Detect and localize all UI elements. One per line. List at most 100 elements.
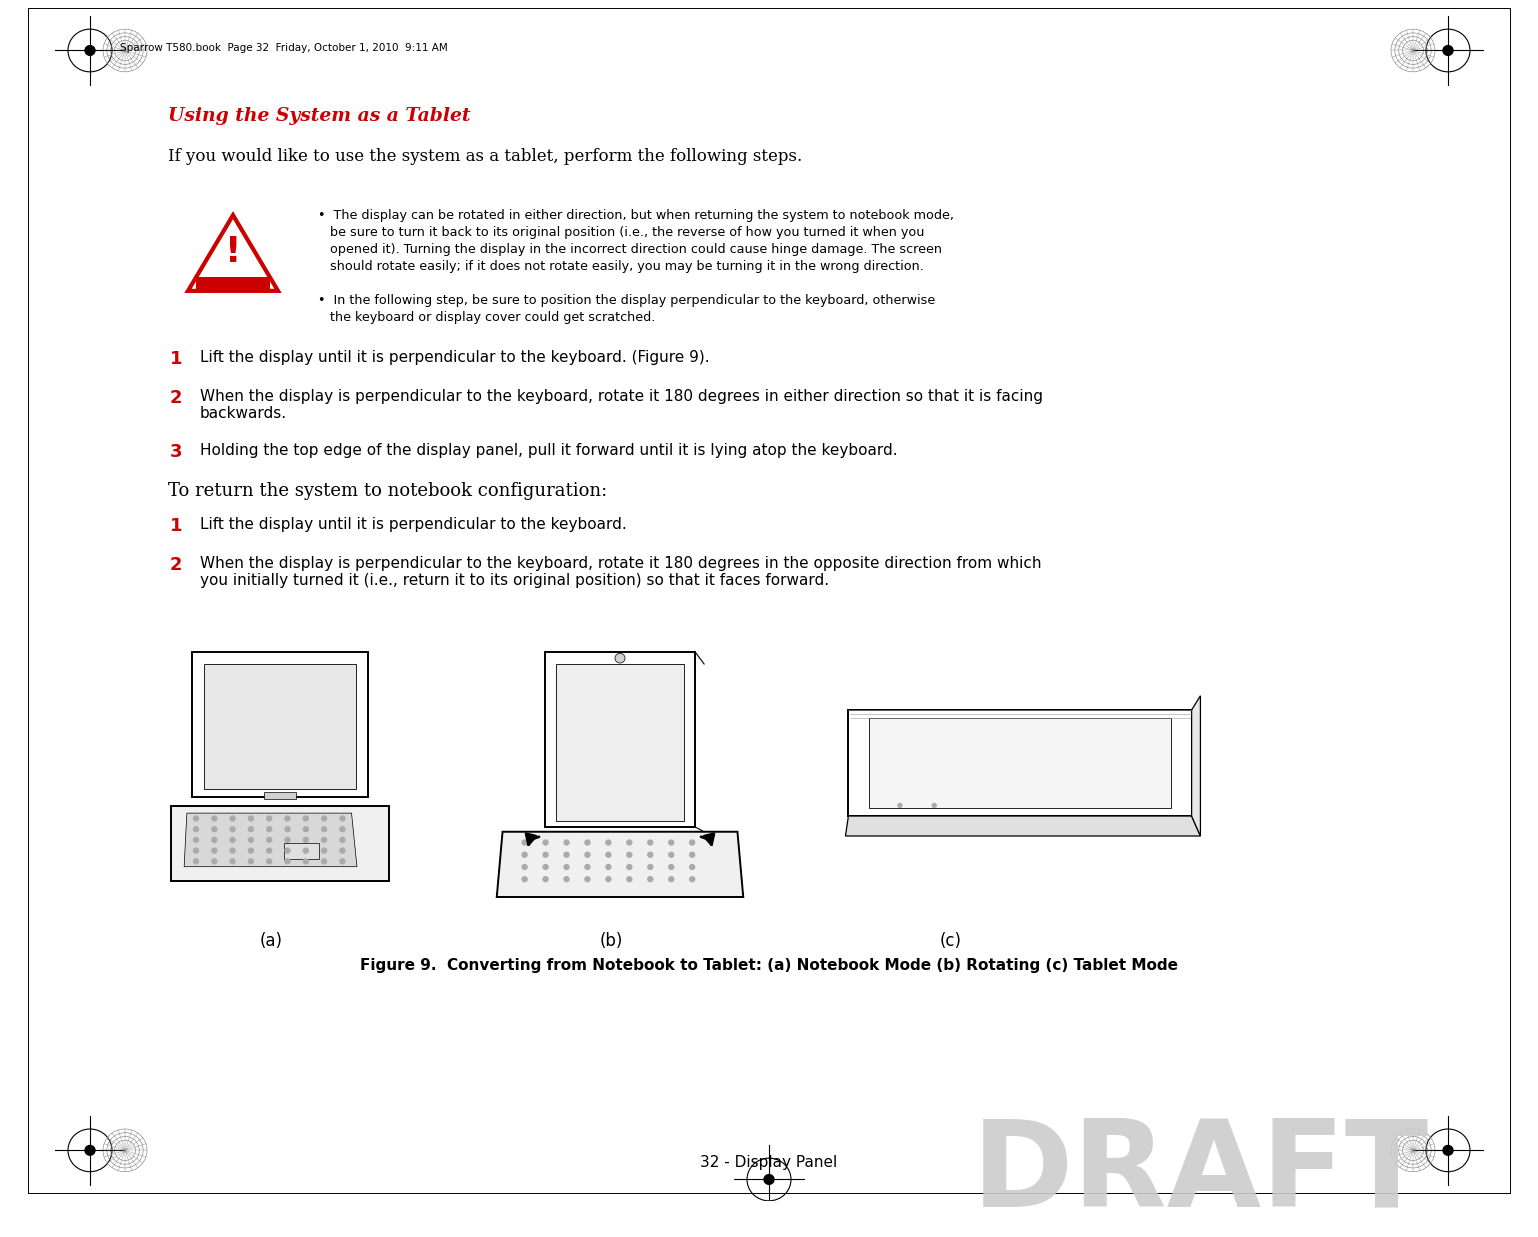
Circle shape: [647, 877, 652, 882]
Circle shape: [689, 865, 695, 870]
Polygon shape: [188, 215, 278, 291]
Polygon shape: [285, 842, 320, 858]
Circle shape: [564, 865, 569, 870]
Text: To return the system to notebook configuration:: To return the system to notebook configu…: [168, 482, 608, 500]
Circle shape: [249, 858, 254, 863]
Polygon shape: [195, 277, 271, 289]
Text: Lift the display until it is perpendicular to the keyboard.: Lift the display until it is perpendicul…: [200, 517, 628, 532]
Circle shape: [266, 849, 272, 854]
Polygon shape: [171, 807, 389, 881]
Circle shape: [118, 45, 132, 57]
Text: 2: 2: [171, 388, 183, 407]
Circle shape: [212, 837, 217, 842]
Circle shape: [606, 865, 611, 870]
Circle shape: [647, 852, 652, 857]
Circle shape: [521, 852, 528, 857]
Circle shape: [249, 816, 254, 821]
Circle shape: [932, 804, 937, 808]
Circle shape: [584, 877, 591, 882]
Circle shape: [194, 858, 198, 863]
Circle shape: [85, 1145, 95, 1155]
Circle shape: [303, 858, 308, 863]
Text: •  The display can be rotated in either direction, but when returning the system: • The display can be rotated in either d…: [318, 209, 954, 221]
Polygon shape: [185, 813, 357, 867]
Text: Lift the display until it is perpendicular to the keyboard. (Figure 9).: Lift the display until it is perpendicul…: [200, 350, 709, 365]
Text: (c): (c): [940, 931, 961, 950]
Text: •  In the following step, be sure to position the display perpendicular to the k: • In the following step, be sure to posi…: [318, 293, 935, 307]
Circle shape: [231, 858, 235, 863]
Circle shape: [303, 816, 308, 821]
Circle shape: [1406, 1144, 1420, 1157]
Circle shape: [194, 826, 198, 831]
Circle shape: [564, 877, 569, 882]
Circle shape: [194, 816, 198, 821]
Circle shape: [669, 865, 674, 870]
Text: (b): (b): [600, 931, 623, 950]
Polygon shape: [869, 719, 1170, 808]
Text: you initially turned it (i.e., return it to its original position) so that it fa: you initially turned it (i.e., return it…: [200, 573, 829, 589]
Circle shape: [584, 840, 591, 845]
Circle shape: [303, 849, 308, 854]
Text: (a): (a): [260, 931, 283, 950]
Circle shape: [898, 804, 901, 808]
Circle shape: [521, 840, 528, 845]
Circle shape: [1443, 1145, 1453, 1155]
Circle shape: [647, 865, 652, 870]
Circle shape: [212, 849, 217, 854]
Circle shape: [543, 865, 548, 870]
Circle shape: [628, 877, 632, 882]
Circle shape: [543, 840, 548, 845]
Circle shape: [689, 877, 695, 882]
Circle shape: [231, 837, 235, 842]
Circle shape: [564, 852, 569, 857]
Polygon shape: [846, 816, 1201, 836]
Circle shape: [285, 826, 291, 831]
Circle shape: [321, 837, 326, 842]
Circle shape: [606, 877, 611, 882]
Circle shape: [340, 816, 345, 821]
Circle shape: [194, 849, 198, 854]
Circle shape: [321, 849, 326, 854]
Circle shape: [231, 826, 235, 831]
Text: When the display is perpendicular to the keyboard, rotate it 180 degrees in the : When the display is perpendicular to the…: [200, 555, 1041, 570]
Circle shape: [669, 852, 674, 857]
Polygon shape: [497, 831, 743, 897]
Text: Holding the top edge of the display panel, pull it forward until it is lying ato: Holding the top edge of the display pane…: [200, 443, 898, 458]
Text: should rotate easily; if it does not rotate easily, you may be turning it in the: should rotate easily; if it does not rot…: [318, 260, 924, 272]
Circle shape: [285, 849, 291, 854]
Circle shape: [340, 837, 345, 842]
Circle shape: [212, 858, 217, 863]
Circle shape: [212, 826, 217, 831]
Circle shape: [521, 877, 528, 882]
Text: Figure 9.  Converting from Notebook to Tablet: (a) Notebook Mode (b) Rotating (c: Figure 9. Converting from Notebook to Ta…: [360, 959, 1178, 974]
Circle shape: [564, 840, 569, 845]
Text: 3: 3: [171, 443, 183, 461]
Circle shape: [118, 1144, 132, 1157]
Text: the keyboard or display cover could get scratched.: the keyboard or display cover could get …: [318, 310, 655, 324]
Circle shape: [606, 852, 611, 857]
Circle shape: [647, 840, 652, 845]
Text: 2: 2: [171, 555, 183, 574]
Text: 32 - Display Panel: 32 - Display Panel: [700, 1155, 838, 1170]
Circle shape: [266, 816, 272, 821]
Circle shape: [543, 852, 548, 857]
Circle shape: [340, 826, 345, 831]
Circle shape: [615, 653, 624, 663]
Circle shape: [669, 840, 674, 845]
Circle shape: [285, 858, 291, 863]
Circle shape: [231, 816, 235, 821]
Circle shape: [303, 826, 308, 831]
Circle shape: [285, 816, 291, 821]
Circle shape: [85, 46, 95, 56]
Text: 1: 1: [171, 350, 183, 367]
Polygon shape: [544, 652, 695, 828]
Polygon shape: [557, 663, 684, 821]
Circle shape: [249, 826, 254, 831]
Circle shape: [628, 852, 632, 857]
Circle shape: [340, 858, 345, 863]
Circle shape: [194, 837, 198, 842]
Polygon shape: [192, 652, 368, 797]
Circle shape: [249, 837, 254, 842]
Circle shape: [764, 1175, 774, 1184]
Circle shape: [1406, 45, 1420, 57]
